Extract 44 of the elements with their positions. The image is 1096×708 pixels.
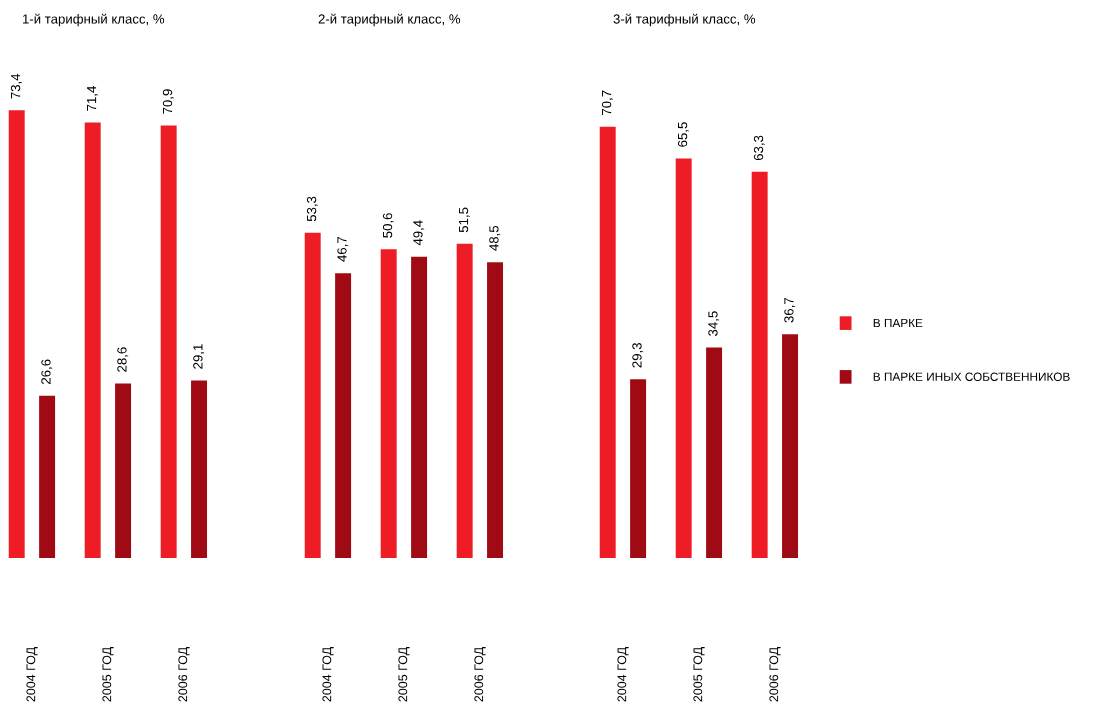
x-tick-label: 2004 ГОД (322, 647, 334, 702)
data-label: 70,9 (162, 89, 174, 114)
data-label: 65,5 (677, 122, 689, 147)
x-tick-label: 2006 ГОД (178, 647, 190, 702)
data-label: 51,5 (458, 207, 470, 233)
x-tick-label: 2006 ГОД (769, 647, 781, 702)
data-label: 70,7 (601, 90, 613, 115)
bar (599, 126, 616, 558)
chart-title: 3-й тарифный класс, % (613, 13, 756, 27)
x-tick-label: 2006 ГОД (474, 647, 486, 702)
data-label: 50,6 (382, 213, 394, 238)
bar (706, 347, 723, 558)
data-label: 53,3 (306, 196, 318, 222)
data-label: 73,4 (10, 73, 22, 99)
data-label: 71,4 (87, 86, 98, 111)
bar (675, 158, 692, 558)
data-label: 36,7 (784, 298, 796, 323)
legend-label: В ПАРКЕ (873, 318, 923, 328)
bar (751, 171, 768, 558)
legend-label: В ПАРКЕ ИНЫХ СОБСТВЕННИКОВ (873, 372, 1070, 381)
bar (115, 383, 132, 558)
data-label: 29,1 (193, 344, 205, 369)
bar (39, 395, 56, 558)
bar (8, 110, 25, 558)
bar (84, 122, 101, 558)
x-tick-label: 2005 ГОД (102, 647, 114, 702)
x-tick-label: 2005 ГОД (398, 647, 410, 702)
data-label: 34,5 (708, 311, 720, 336)
data-label: 26,6 (41, 359, 53, 384)
bar (630, 379, 647, 558)
x-tick-label: 2004 ГОД (26, 647, 38, 702)
chart-title: 2-й тарифный класс, % (318, 13, 461, 27)
data-label: 46,7 (337, 237, 349, 262)
x-tick-label: 2005 ГОД (693, 647, 705, 702)
data-label: 49,4 (413, 220, 425, 246)
x-tick-label: 2004 ГОД (617, 647, 629, 702)
data-label: 48,5 (489, 225, 501, 251)
data-label: 28,6 (117, 347, 129, 372)
bar (160, 125, 177, 558)
data-label: 63,3 (753, 135, 765, 161)
chart-title: 1-й тарифный класс, % (23, 13, 165, 27)
bar (782, 334, 799, 558)
data-label: 29,3 (632, 343, 644, 368)
bar (191, 380, 208, 558)
